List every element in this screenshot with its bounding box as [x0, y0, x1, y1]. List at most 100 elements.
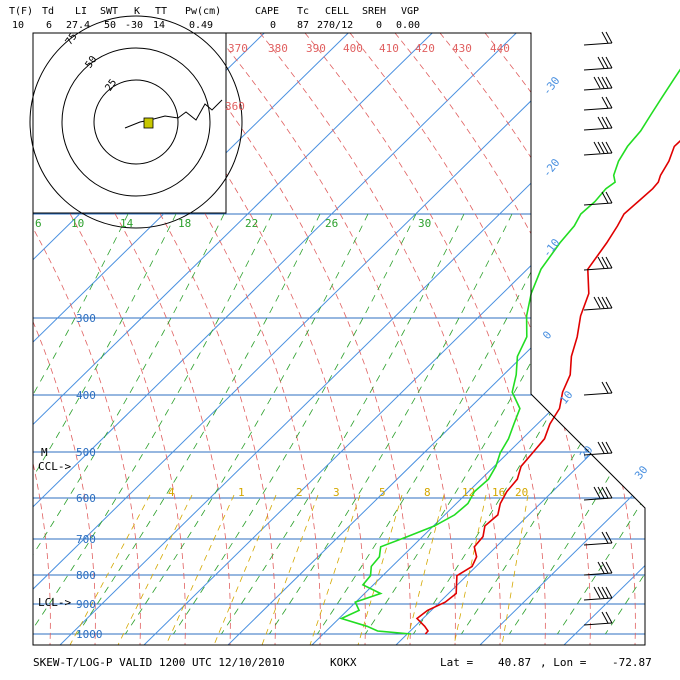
- wind-barb-feather: [605, 141, 613, 154]
- wind-barb: [583, 76, 613, 91]
- pressure-tick-label: 500: [76, 446, 96, 459]
- wind-barb: [583, 486, 613, 501]
- wind-barb-staff: [583, 67, 613, 71]
- wind-barb-feather: [593, 296, 601, 309]
- isotherm-tick-label: 20: [577, 443, 595, 461]
- wind-barb-feather: [605, 441, 613, 454]
- mixing-ratio-tick-label: 3: [333, 486, 340, 499]
- wind-barb-feather: [597, 441, 605, 454]
- mixing-ratio-line: [309, 494, 361, 645]
- isotherm-tick-label: 0: [540, 329, 554, 342]
- wind-barb-feather: [601, 611, 609, 624]
- mixing-ratio-line: [453, 494, 487, 645]
- dry-adiabat-line: [574, 33, 645, 645]
- hdr-value-cell: 270/12: [317, 20, 354, 31]
- wind-barb-feather: [601, 381, 609, 394]
- moist-adiabat-line: [413, 213, 645, 635]
- hdr-label-pw: Pw(cm): [185, 6, 222, 17]
- isotherm-line: [648, 33, 680, 645]
- wind-barb-feather: [605, 561, 613, 574]
- moist-adiabat-line: [33, 213, 273, 635]
- isotherm-tick-label: -20: [540, 156, 562, 180]
- mixing-ratio-line: [501, 494, 529, 645]
- mixing-ratio-line: [261, 494, 319, 645]
- pressure-tick-label: 300: [76, 312, 96, 325]
- lat-label: Lat =: [440, 656, 474, 669]
- wind-barb: [583, 441, 613, 456]
- hodograph-ring: [93, 79, 179, 165]
- moist-adiabat-line: [269, 213, 513, 635]
- wind-barb-feather: [605, 116, 613, 129]
- isotherm-tick-label: 30: [632, 463, 650, 481]
- moist-adiabat-line: [605, 213, 645, 635]
- isotherm-line: [33, 33, 517, 645]
- lat-value: 40.87: [498, 656, 532, 669]
- pressure-tick-label: 600: [76, 492, 96, 505]
- wind-barb-feather: [601, 531, 609, 544]
- pressure-tick-label: 1000: [76, 628, 103, 641]
- wind-barb-staff: [583, 622, 613, 626]
- mixing-ratio-tick-label: 12: [462, 486, 475, 499]
- moist-adiabat-line: [33, 213, 129, 635]
- wind-barb-feather: [605, 256, 613, 269]
- wind-barb: [583, 381, 613, 396]
- hdr-value-swt: 50: [104, 20, 117, 31]
- wind-barb-feather: [605, 56, 613, 69]
- hdr-value-tt: 14: [153, 20, 166, 31]
- moist-adiabat-line: [653, 214, 680, 634]
- wind-barb-feather: [593, 586, 601, 599]
- wind-barb-feather: [605, 381, 613, 394]
- wind-barb: [583, 31, 613, 46]
- wind-barb-feather: [601, 76, 609, 89]
- hdr-label-vgp: VGP: [401, 6, 420, 17]
- hdr-label-sreh: SREH: [362, 6, 387, 17]
- wind-barb-staff: [583, 307, 613, 311]
- wind-barb-feather: [593, 486, 601, 499]
- theta-tick-label: 400: [343, 42, 363, 55]
- storm-motion-marker: [143, 117, 154, 129]
- wind-barb-feather: [605, 191, 613, 204]
- wind-barb-staff: [583, 42, 613, 46]
- wind-barb-feather: [601, 586, 609, 599]
- wind-barb: [583, 611, 613, 626]
- station-id: KOKX: [330, 656, 357, 669]
- moist-adiabat-line: [33, 213, 225, 635]
- mixing-ratio-tick-label: 16: [492, 486, 505, 499]
- wind-barb: [583, 191, 613, 206]
- hdr-label-tf: T(F): [9, 6, 34, 17]
- moist-tick-label: 10: [71, 217, 84, 230]
- isotherm-line: [395, 33, 645, 645]
- hdr-label-cape: CAPE: [255, 6, 280, 17]
- pressure-tick-label: 400: [76, 389, 96, 402]
- wind-barb-feather: [605, 531, 613, 544]
- moist-adiabat-line: [33, 213, 177, 635]
- mixing-ratio-tick-label: 1: [238, 486, 245, 499]
- mixing-ratio-tick-label: 20: [515, 486, 528, 499]
- wind-barb: [583, 586, 613, 601]
- moist-adiabat-line: [125, 213, 369, 635]
- hdr-value-tc: 87: [297, 20, 310, 31]
- hdr-label-swt: SWT: [100, 6, 119, 17]
- ccl-marker: CCL->: [38, 460, 71, 473]
- wind-barb: [583, 256, 613, 271]
- wind-barb-feather: [593, 76, 601, 89]
- moist-tick-label: 14: [120, 217, 134, 230]
- isotherm-line: [227, 33, 645, 645]
- hdr-value-li: 27.4: [66, 20, 91, 31]
- moist-adiabat-line: [77, 213, 321, 635]
- hdr-value-td: 6: [46, 20, 53, 31]
- wind-barb-feather: [601, 116, 609, 129]
- pressure-tick-label: 900: [76, 598, 96, 611]
- wind-barb-staff: [583, 497, 613, 501]
- wind-barb-feather: [597, 296, 605, 309]
- wind-barb-feather: [601, 441, 609, 454]
- theta-tick-label: 420: [415, 42, 435, 55]
- moist-adiabat-line: [221, 213, 465, 635]
- wind-barb-feather: [597, 56, 605, 69]
- hodograph-ring: [61, 47, 211, 197]
- isotherm-line: [0, 33, 12, 645]
- hdr-label-tt: TT: [155, 6, 168, 17]
- mixing-ratio-line: [117, 494, 193, 645]
- moist-tick-label: 30: [418, 217, 431, 230]
